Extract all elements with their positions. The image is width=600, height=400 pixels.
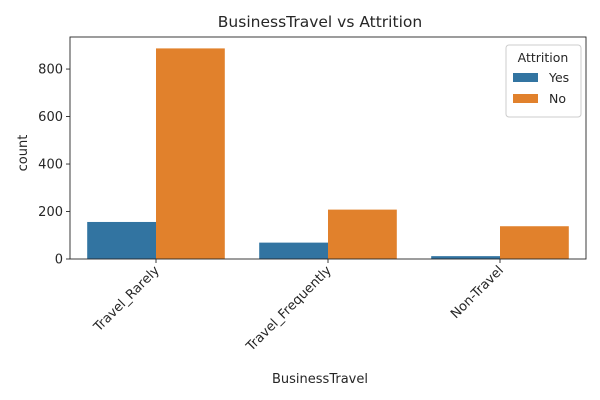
- legend-swatch-yes: [513, 73, 538, 82]
- x-axis-label: BusinessTravel: [272, 372, 368, 387]
- bar-yes-travel_frequently: [259, 242, 328, 259]
- y-tick-label: 600: [38, 110, 63, 125]
- legend-label-no: No: [549, 91, 566, 106]
- y-tick-label: 800: [38, 63, 63, 78]
- legend-swatch-no: [513, 94, 538, 103]
- y-tick-label: 400: [38, 158, 63, 173]
- x-tick-label: Travel_Rarely: [91, 263, 163, 335]
- legend-label-yes: Yes: [548, 70, 569, 85]
- bar-yes-travel_rarely: [87, 221, 156, 259]
- y-tick-label: 200: [38, 205, 63, 220]
- y-axis-label: count: [16, 135, 31, 172]
- bar-no-travel_frequently: [328, 209, 397, 259]
- x-tick-label: Non-Travel: [448, 263, 507, 322]
- bar-no-non-travel: [500, 226, 569, 259]
- legend-title: Attrition: [518, 50, 569, 65]
- chart-title: BusinessTravel vs Attrition: [218, 13, 422, 31]
- y-tick-label: 0: [55, 253, 63, 268]
- bar-yes-non-travel: [431, 256, 500, 259]
- bar-no-travel_rarely: [156, 48, 225, 260]
- plot-area: 0 200 400 600 800 Travel_Rarely Travel_Frequen…: [38, 36, 587, 355]
- legend: Attrition Yes No: [505, 44, 582, 118]
- x-tick-label: Travel_Frequently: [243, 263, 335, 355]
